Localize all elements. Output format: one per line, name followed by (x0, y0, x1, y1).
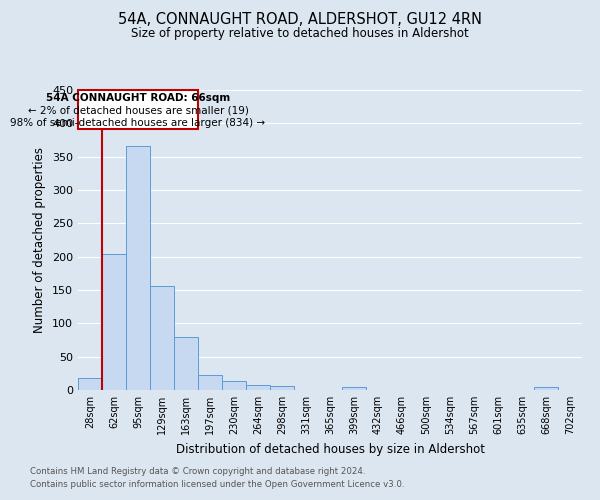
Text: ← 2% of detached houses are smaller (19): ← 2% of detached houses are smaller (19) (28, 106, 248, 116)
Bar (150, 286, 174, 390)
FancyBboxPatch shape (79, 90, 197, 128)
Text: 54A, CONNAUGHT ROAD, ALDERSHOT, GU12 4RN: 54A, CONNAUGHT ROAD, ALDERSHOT, GU12 4RN (118, 12, 482, 28)
Text: 54A CONNAUGHT ROAD: 66sqm: 54A CONNAUGHT ROAD: 66sqm (46, 92, 230, 102)
Text: 98% of semi-detached houses are larger (834) →: 98% of semi-detached houses are larger (… (10, 118, 266, 128)
Bar (270, 386, 294, 390)
Bar (198, 376, 222, 390)
Bar (246, 384, 270, 390)
Text: Contains HM Land Registry data © Crown copyright and database right 2024.: Contains HM Land Registry data © Crown c… (30, 467, 365, 476)
Bar (174, 338, 198, 390)
X-axis label: Distribution of detached houses by size in Aldershot: Distribution of detached houses by size … (176, 442, 485, 456)
Bar (534, 386, 558, 390)
Bar (126, 146, 150, 390)
Bar (222, 380, 246, 390)
Y-axis label: Number of detached properties: Number of detached properties (34, 147, 46, 333)
Text: Contains public sector information licensed under the Open Government Licence v3: Contains public sector information licen… (30, 480, 404, 489)
Text: Size of property relative to detached houses in Aldershot: Size of property relative to detached ho… (131, 28, 469, 40)
Bar (78, 378, 102, 390)
Bar (342, 386, 366, 390)
Bar (102, 254, 126, 390)
